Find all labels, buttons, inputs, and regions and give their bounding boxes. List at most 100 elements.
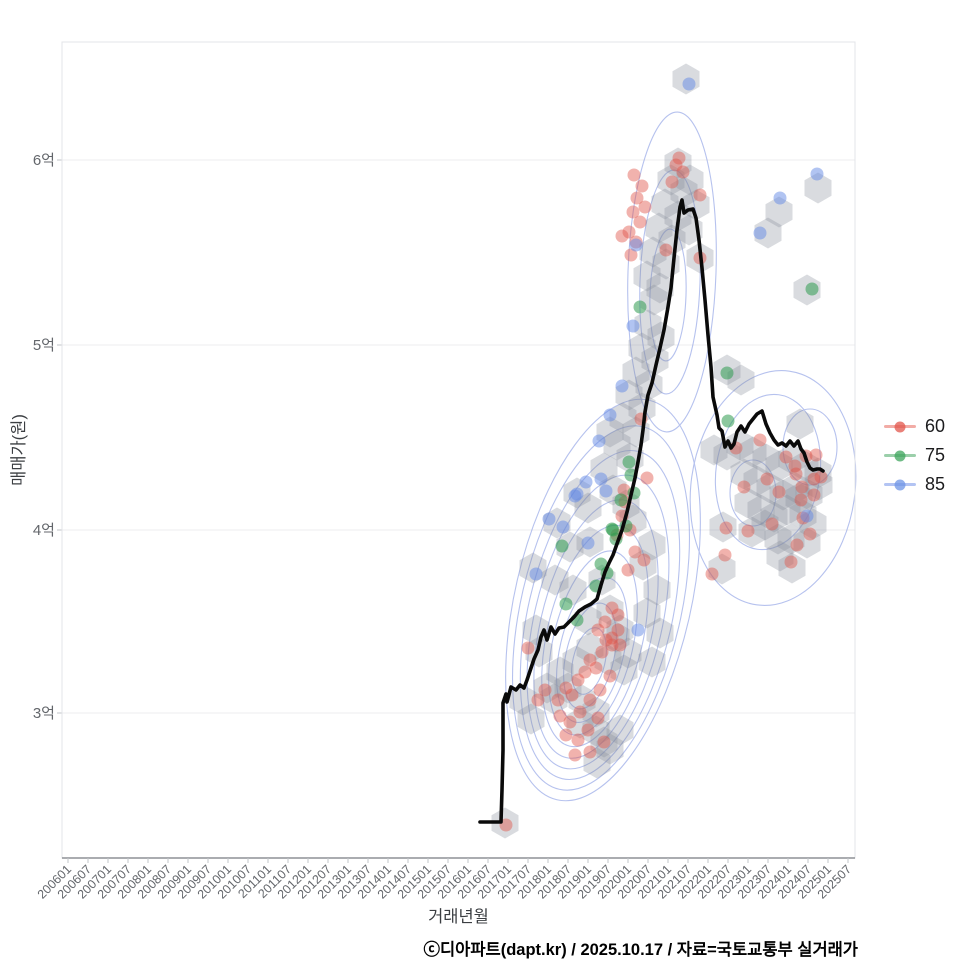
data-point (599, 484, 613, 498)
data-point (629, 238, 643, 252)
legend-item-85[interactable]: 85 (884, 470, 945, 499)
data-point (741, 524, 755, 538)
contour-group-right-cluster (689, 370, 857, 606)
hexbin-cell (664, 147, 692, 179)
trend-line (478, 198, 825, 824)
hexbin-cell (754, 217, 782, 249)
hexbin-cell (643, 574, 671, 606)
data-point (531, 693, 545, 707)
data-point (765, 517, 779, 531)
data-point (551, 693, 565, 707)
hexbin-cell (657, 164, 685, 196)
hexbin-cell (778, 443, 806, 475)
contour-ellipse (505, 398, 701, 802)
attribution-text: ⓒ디아파트(dapt.kr) / 2025.10.17 / 자료=국토교통부 실… (423, 941, 858, 959)
legend-item-60[interactable]: 60 (884, 412, 945, 441)
hexbin-cell (734, 487, 762, 519)
data-point (760, 472, 774, 486)
data-point (597, 735, 611, 749)
contour-ellipse (782, 408, 838, 486)
data-point (605, 638, 619, 652)
hexbin-cell (609, 402, 637, 434)
hexbin-cell (646, 617, 674, 649)
data-point (627, 168, 641, 182)
data-point (628, 545, 642, 559)
y-tick-label: 5억 (33, 337, 55, 354)
data-point (626, 319, 640, 333)
y-tick-label: 6억 (33, 152, 55, 169)
y-axis-title: 매매가(원) (10, 414, 28, 486)
data-point (595, 645, 609, 659)
data-point (603, 669, 617, 683)
data-point (583, 693, 597, 707)
hexbin-cell (773, 494, 801, 526)
hexbin-cell (645, 212, 673, 244)
data-point (638, 200, 652, 214)
data-point (805, 282, 819, 296)
data-point (593, 683, 607, 697)
hexbin-cell (634, 309, 662, 341)
hexbin-cell (594, 644, 622, 676)
hexbin-cell (590, 726, 618, 758)
contour-ellipse (639, 169, 701, 395)
hexbin-cell (764, 523, 792, 555)
hexbin-cell (491, 807, 519, 839)
scatter-series-60 (499, 151, 828, 832)
data-point (705, 567, 719, 581)
hexbin-cell (568, 684, 596, 716)
data-point (626, 205, 640, 219)
hexbin-cell (582, 696, 610, 728)
contour-group-peak-cluster (627, 111, 717, 433)
data-point (589, 661, 603, 675)
legend-marker-line (884, 450, 916, 461)
x-axis-title: 거래년월 (428, 908, 489, 926)
data-point (779, 450, 793, 464)
hexbin-cell (760, 501, 788, 533)
hexbin-cell (562, 645, 590, 677)
contour-ellipse (714, 393, 822, 551)
hexbin-cell (804, 457, 832, 489)
legend-marker-dot (894, 479, 906, 490)
data-point (583, 745, 597, 759)
data-point (633, 215, 647, 229)
data-point (753, 226, 767, 240)
data-point (565, 688, 579, 702)
data-point (753, 433, 767, 447)
hexbin-layer (491, 63, 833, 839)
hexbin-cell (756, 472, 784, 504)
hexbin-cell (751, 509, 779, 541)
hexbin-cell (610, 654, 638, 686)
hexbin-cell (651, 188, 679, 220)
data-point (772, 485, 786, 499)
hexbin-cell (540, 683, 568, 715)
data-point (591, 711, 605, 725)
hexbin-cell (709, 511, 737, 543)
data-point (615, 229, 629, 243)
hexbin-cell (766, 540, 794, 572)
contour-ellipse (689, 370, 857, 606)
hexbin-cell (554, 672, 582, 704)
hexbin-cell (765, 196, 793, 228)
data-point (693, 188, 707, 202)
data-point (794, 493, 808, 507)
contour-ellipse (649, 228, 687, 362)
data-point (790, 538, 804, 552)
legend-item-75[interactable]: 75 (884, 441, 945, 470)
data-point (605, 631, 619, 645)
hexbin-cell (633, 597, 661, 629)
gridline-layer: 6억 5억 4억 3억 (33, 152, 855, 722)
legend-item-label: 75 (925, 445, 946, 465)
hexbin-cell (777, 523, 805, 555)
data-point (718, 548, 732, 562)
data-point (592, 434, 606, 448)
data-point (795, 480, 809, 494)
data-point (630, 191, 644, 205)
hexbin-cell (730, 458, 758, 490)
data-point (659, 243, 673, 257)
y-tick-label: 3억 (33, 705, 55, 722)
data-point (591, 623, 605, 637)
hexbin-cell (638, 646, 666, 678)
hexbin-cell (726, 429, 754, 461)
hexbin-cell (769, 479, 797, 511)
data-point (788, 459, 802, 473)
